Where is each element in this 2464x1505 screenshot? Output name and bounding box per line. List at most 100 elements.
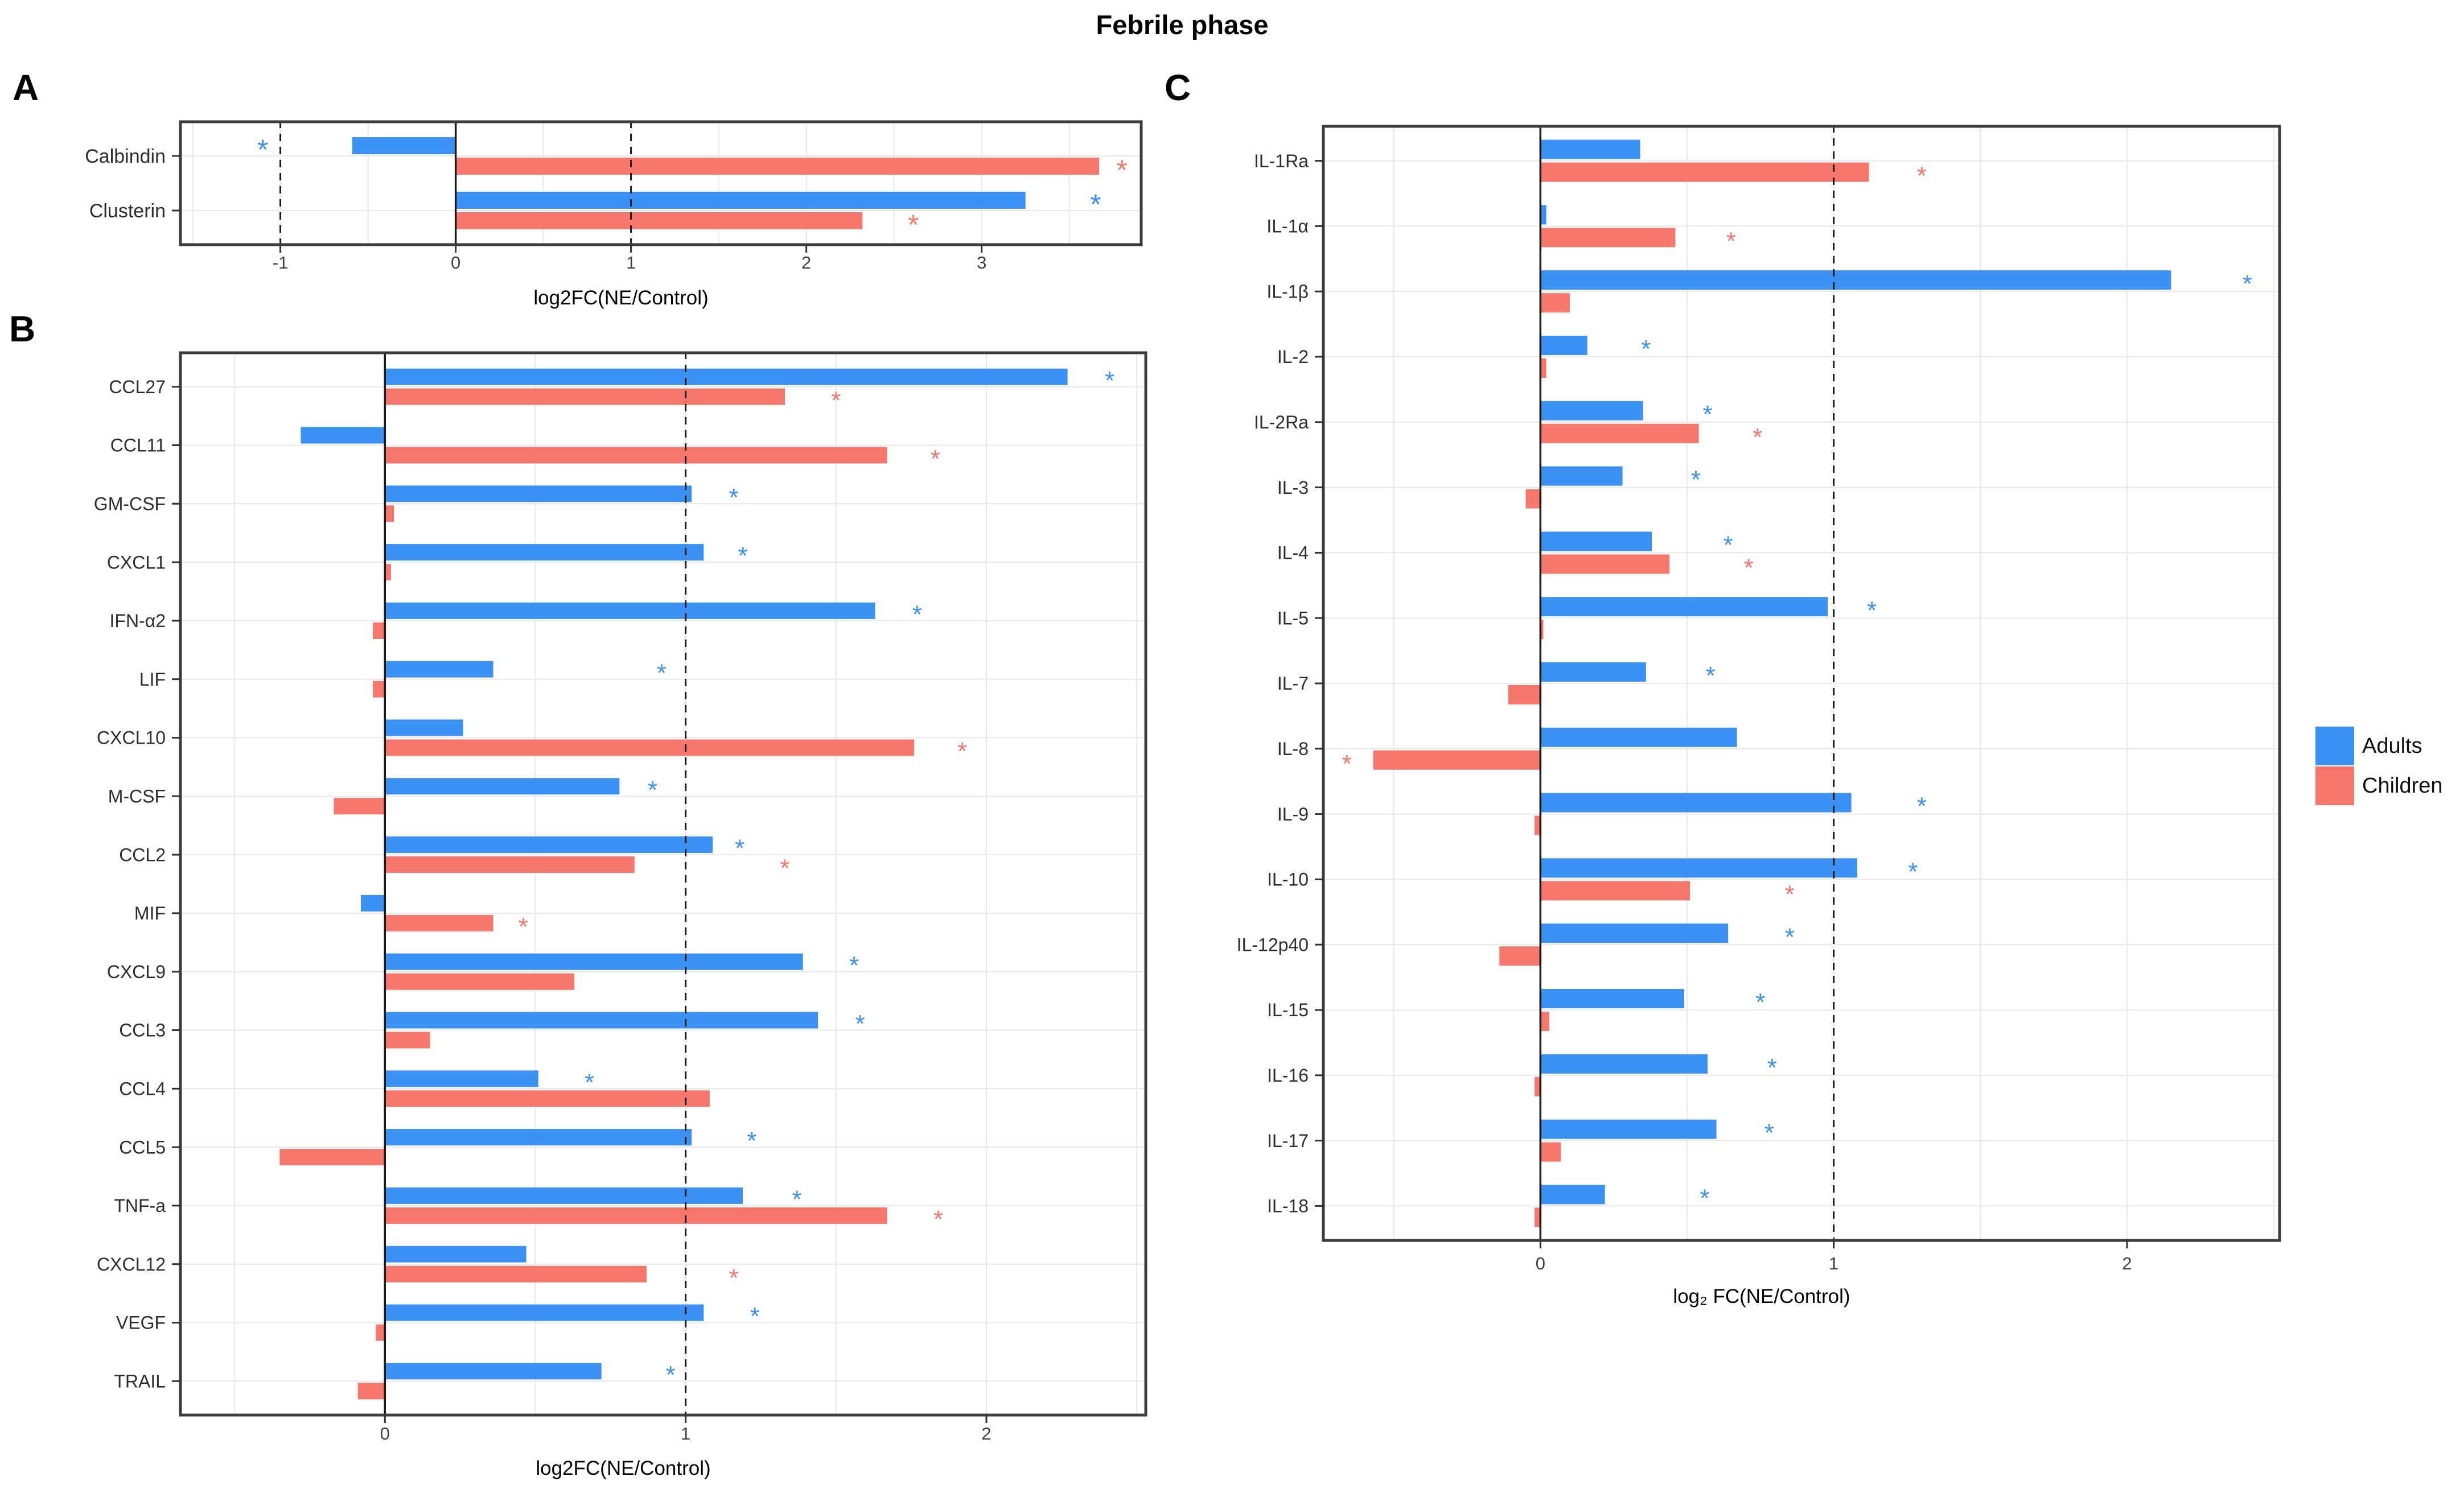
y-axis-category-label: IL-1α — [1266, 216, 1309, 237]
bar-children-IL-2Ra — [1540, 423, 1699, 443]
bar-adults-IL-18 — [1540, 1185, 1605, 1205]
bar-children-IL-17 — [1540, 1142, 1561, 1162]
bar-children-CXCL1 — [385, 564, 391, 581]
bar-children-IL-1α — [1540, 228, 1676, 248]
y-axis-category-label: IL-2Ra — [1254, 412, 1309, 432]
panel-label-b: B — [9, 308, 36, 349]
bar-adults-IL-1α — [1540, 205, 1546, 225]
bar-adults-M-CSF — [385, 778, 620, 795]
x-tick-label: 2 — [981, 1424, 991, 1444]
bar-children-Clusterin — [455, 212, 863, 229]
x-tick-label: 3 — [977, 253, 986, 273]
bar-children-TRAIL — [357, 1383, 385, 1400]
significance-star-adults-CXCL9: * — [849, 951, 859, 979]
significance-star-children-IL-8: * — [1342, 750, 1352, 778]
significance-star-adults-IL-5: * — [1867, 596, 1877, 624]
significance-star-children-MIF: * — [519, 913, 528, 941]
bar-children-IL-15 — [1540, 1012, 1549, 1031]
y-axis-category-label: IL-1β — [1266, 281, 1309, 302]
y-axis-category-label: CXCL12 — [97, 1254, 166, 1275]
bar-children-CCL2 — [385, 856, 635, 873]
y-axis-category-label: TNF-a — [114, 1195, 166, 1216]
panel-border — [179, 351, 1147, 1417]
bar-children-CCL27 — [385, 388, 785, 405]
significance-star-children-IL-10: * — [1785, 881, 1795, 909]
bar-adults-CCL2 — [385, 836, 713, 853]
y-axis-category-label: CCL5 — [119, 1137, 166, 1157]
legend-item-adults: Adults — [2315, 726, 2443, 766]
significance-star-adults-IL-1β: * — [2243, 270, 2252, 298]
bar-adults-LIF — [385, 661, 493, 678]
y-axis-category-label: IL-18 — [1267, 1196, 1309, 1217]
figure-title: Febrile phase — [1096, 10, 1269, 40]
y-axis-category-label: IL-5 — [1277, 608, 1309, 628]
y-axis-category-label: IL-3 — [1277, 477, 1309, 498]
bar-children-IL-12p40 — [1499, 946, 1541, 966]
x-tick-label: 2 — [801, 253, 811, 273]
panel-label-a: A — [13, 67, 39, 108]
bar-children-Calbindin — [455, 158, 1100, 175]
bar-adults-IL-3 — [1540, 466, 1623, 486]
y-axis-category-label: IL-12p40 — [1237, 934, 1309, 955]
bar-adults-CXCL10 — [385, 719, 463, 736]
panel-b-plot: * * * * * * * * * * * * * * * * * * * * * CCL27 CCL11 GM-CSF CXC… — [94, 351, 1147, 1479]
bar-adults-TRAIL — [385, 1363, 602, 1380]
panel-c-plot: * * * * * * * * * * * * * * * * * * * * IL-1Ra IL-1α IL-1β IL-2… — [1237, 125, 2281, 1308]
y-axis-category-label: Calbindin — [85, 146, 166, 167]
bar-adults-CCL4 — [385, 1070, 538, 1087]
x-axis-title: log2FC(NE/Control) — [536, 1457, 710, 1479]
significance-star-adults-CCL27: * — [1105, 366, 1114, 394]
significance-star-adults-IL-2: * — [1641, 335, 1651, 363]
bar-children-CXCL10 — [385, 739, 915, 756]
x-tick-label: 0 — [380, 1424, 390, 1444]
significance-star-adults-IL-16: * — [1767, 1054, 1777, 1082]
bar-adults-VEGF — [385, 1304, 704, 1321]
significance-star-adults-IL-18: * — [1700, 1185, 1709, 1213]
significance-star-children-IL-4: * — [1744, 554, 1754, 582]
bar-adults-Clusterin — [455, 192, 1026, 209]
y-axis-category-label: IL-15 — [1267, 1000, 1309, 1020]
x-tick-label: -1 — [273, 253, 289, 273]
bar-children-VEGF — [376, 1324, 385, 1341]
y-axis-category-label: IFN-α2 — [110, 611, 166, 631]
y-axis-category-label: LIF — [139, 669, 166, 690]
bar-adults-IL-12p40 — [1540, 923, 1729, 943]
significance-star-children-TNF-a: * — [933, 1206, 943, 1234]
significance-star-children-CXCL12: * — [729, 1264, 739, 1292]
significance-star-children-Calbindin: * — [1116, 154, 1127, 186]
y-axis-category-label: CXCL1 — [107, 552, 166, 572]
y-axis-category-label: VEGF — [116, 1313, 166, 1333]
significance-star-children-CCL11: * — [931, 445, 940, 473]
bar-children-CCL3 — [385, 1032, 430, 1049]
bar-children-IL-1Ra — [1540, 162, 1869, 182]
significance-star-adults-GM-CSF: * — [729, 484, 739, 512]
significance-star-adults-IL-9: * — [1917, 793, 1927, 820]
bar-adults-IL-8 — [1540, 727, 1737, 747]
y-axis-category-label: IL-16 — [1267, 1065, 1309, 1086]
bar-adults-CCL27 — [385, 368, 1068, 385]
bar-children-IL-7 — [1508, 685, 1541, 704]
y-axis-category-label: Clusterin — [89, 200, 166, 222]
panel-border — [179, 120, 1143, 246]
bar-children-GM-CSF — [385, 505, 394, 522]
x-tick-label: 1 — [681, 1424, 690, 1444]
bar-adults-IL-5 — [1540, 597, 1828, 617]
y-axis-category-label: TRAIL — [114, 1371, 166, 1392]
significance-star-adults-CCL2: * — [735, 835, 744, 863]
legend-item-children: Children — [2315, 766, 2443, 806]
y-axis-category-label: IL-4 — [1277, 543, 1309, 563]
significance-star-adults-Calbindin: * — [257, 134, 268, 166]
bar-children-CCL11 — [385, 447, 887, 464]
bar-children-IL-9 — [1535, 815, 1541, 835]
significance-star-children-CCL27: * — [831, 386, 841, 414]
bar-adults-MIF — [361, 894, 385, 912]
bar-adults-IL-10 — [1540, 858, 1857, 878]
bar-children-MIF — [385, 914, 493, 931]
bar-adults-IL-15 — [1540, 989, 1684, 1008]
bar-children-M-CSF — [334, 798, 385, 815]
bar-children-IL-10 — [1540, 881, 1690, 901]
bar-children-IL-3 — [1525, 489, 1541, 509]
x-axis-title: log₂ FC(NE/Control) — [1673, 1285, 1850, 1308]
significance-star-adults-IL-12p40: * — [1785, 923, 1795, 951]
bar-adults-IL-1Ra — [1540, 139, 1640, 159]
